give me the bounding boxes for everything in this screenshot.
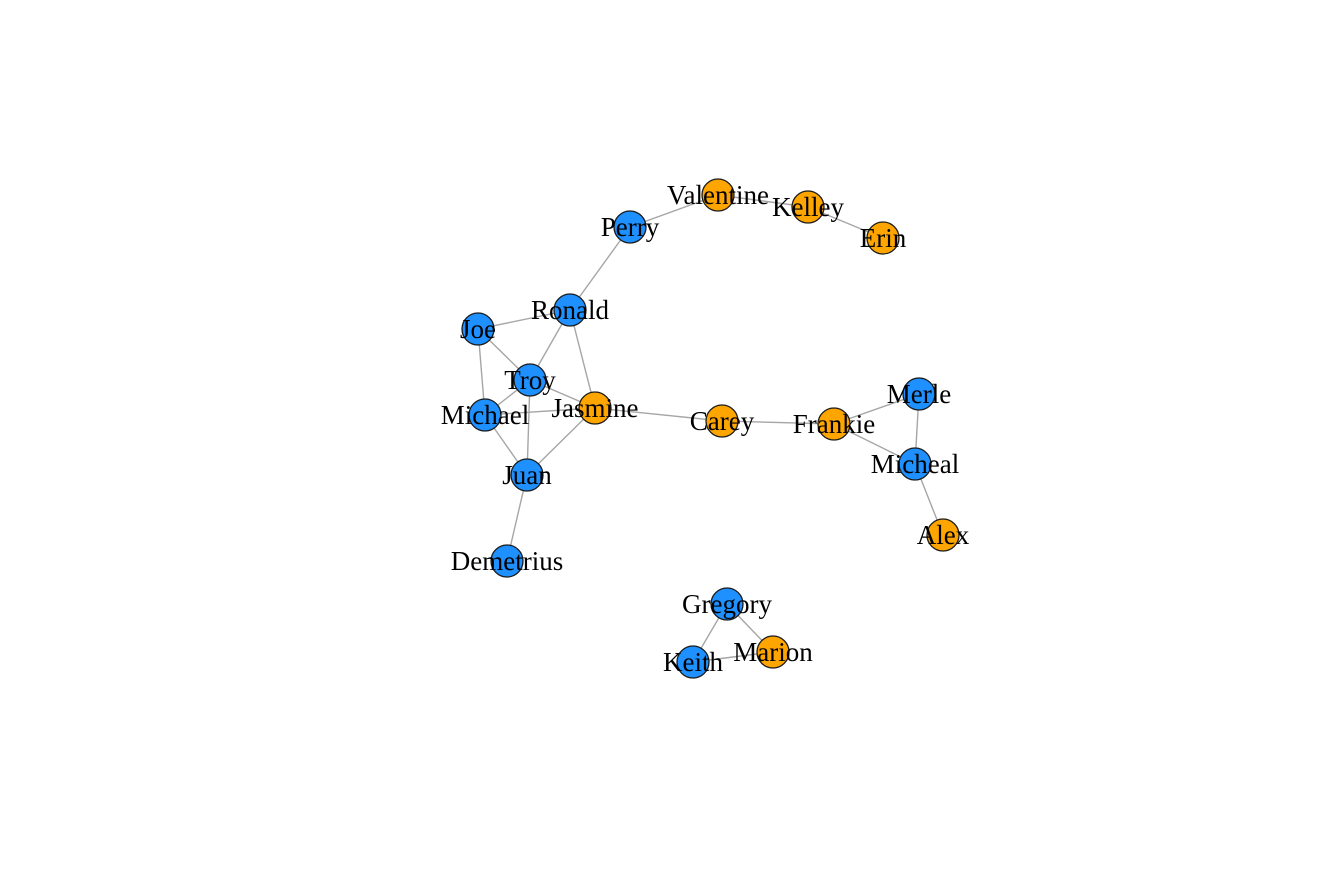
- node-label-valentine: Valentine: [667, 180, 769, 210]
- node-frankie: [817, 407, 851, 441]
- node-label-alex: Alex: [917, 520, 970, 550]
- node-label-carey: Carey: [690, 406, 755, 436]
- edge-perry-ronald: [569, 226, 631, 311]
- node-label-kelley: Kelley: [772, 192, 844, 222]
- edge-jasmine-carey: [594, 407, 723, 422]
- node-juan: [510, 458, 544, 492]
- node-joe: [461, 312, 495, 346]
- label-layer: Valentine Kelley Erin Perry Ronald Joe TroyJas…: [441, 180, 970, 677]
- node-label-erin: Erin: [860, 223, 907, 253]
- node-alex: [926, 518, 960, 552]
- node-demetrius: [490, 544, 524, 578]
- node-label-keith: Keith: [663, 647, 723, 677]
- node-layer: [461, 178, 960, 679]
- node-troy: [513, 363, 547, 397]
- node-label-frankie: Frankie: [793, 409, 875, 439]
- node-marion: [756, 635, 790, 669]
- node-keith: [676, 645, 710, 679]
- node-jasmine: [578, 391, 612, 425]
- node-label-juan: Juan: [502, 460, 552, 490]
- node-label-perry: Perry: [601, 212, 660, 242]
- edge-michael-jasmine: [484, 407, 596, 416]
- node-label-michael: Michael: [441, 400, 529, 430]
- node-michael: [468, 398, 502, 432]
- node-merle: [902, 377, 936, 411]
- node-gregory: [710, 587, 744, 621]
- node-erin: [866, 221, 900, 255]
- node-label-troy: Troy: [504, 365, 556, 395]
- node-perry: [613, 210, 647, 244]
- node-label-micheal: Micheal: [871, 449, 959, 479]
- node-micheal: [898, 447, 932, 481]
- node-valentine: [701, 178, 735, 212]
- node-carey: [705, 404, 739, 438]
- node-label-demetrius: Demetrius: [451, 546, 563, 576]
- node-label-joe: Joe: [460, 314, 496, 344]
- edge-ronald-jasmine: [569, 309, 596, 409]
- node-kelley: [791, 190, 825, 224]
- node-ronald: [553, 293, 587, 327]
- node-label-marion: Marion: [733, 637, 813, 667]
- edge-carey-frankie: [721, 420, 835, 425]
- node-label-ronald: Ronald: [531, 295, 609, 325]
- node-label-jasmine: Jasmine: [552, 393, 639, 423]
- node-label-merle: Merle: [887, 379, 951, 409]
- node-label-gregory: Gregory: [682, 589, 772, 619]
